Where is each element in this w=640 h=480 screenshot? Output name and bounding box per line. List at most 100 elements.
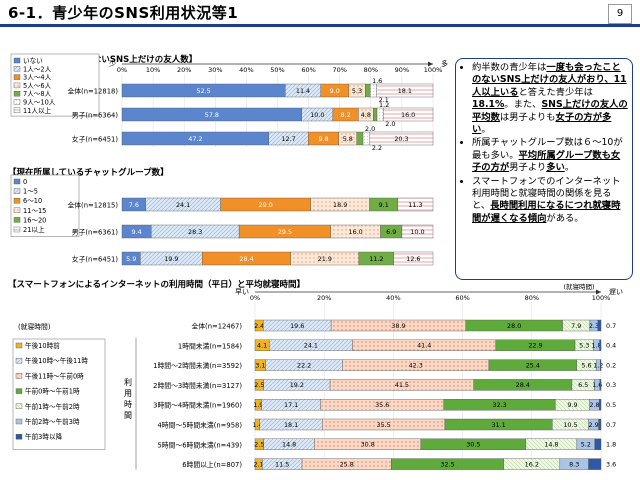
legend-swatch (15, 358, 23, 364)
emphasis-text: 平均所属グループ数も女子の方が (472, 149, 621, 174)
data-label: 0.5 (606, 401, 616, 409)
data-label: 2.1 (254, 460, 264, 468)
legend-swatch (15, 403, 23, 409)
data-label: 1.6 (372, 77, 382, 85)
data-label: 41.5 (395, 381, 409, 389)
group-label-char: 利 (124, 377, 132, 387)
data-label: 24.1 (176, 201, 190, 209)
data-label: 9.1 (379, 201, 389, 209)
data-label: 2.9 (588, 421, 598, 429)
data-label: 0.2 (606, 361, 616, 369)
bar-segment (594, 438, 602, 450)
legend-label: 21以上 (23, 225, 45, 234)
data-label: 20.3 (394, 135, 408, 143)
data-label: 11.4 (296, 87, 310, 95)
data-label: 31.1 (491, 421, 505, 429)
legend-swatch (15, 418, 23, 425)
data-label: 3.6 (606, 460, 616, 468)
summary-text: と答えた青少年は (518, 86, 593, 98)
legend-label: 1～5 (23, 188, 38, 196)
category-label: 6時間以上(n=807) (182, 460, 242, 469)
legend-swatch (13, 74, 21, 80)
bar-segment (599, 339, 602, 351)
legend-label: 午前3時以降 (25, 432, 63, 441)
legend-swatch (15, 373, 23, 379)
data-label: 16.0 (401, 111, 415, 119)
category-label: 男子(n=6361) (72, 229, 119, 237)
direction-label-mid: (就寝時間) (563, 282, 594, 291)
data-label: 42.3 (409, 361, 423, 369)
direction-label-start: 少 (109, 60, 116, 68)
data-label: 21.9 (318, 255, 332, 263)
data-label: 11.5 (275, 460, 289, 468)
data-label: 16.2 (525, 460, 539, 468)
data-label: 28.4 (239, 255, 253, 263)
slide-title: 6-1．青少年のSNS利用状況等1 (8, 4, 239, 22)
data-label: 12.6 (406, 255, 420, 263)
data-label: 30.5 (466, 441, 480, 449)
legend-label: 11～15 (23, 207, 46, 215)
category-label: 1時間未満(n=1584) (178, 341, 242, 350)
data-label: 8.2 (341, 111, 351, 119)
bar-segment (397, 197, 434, 212)
bar-segment (365, 83, 371, 98)
data-label: 0.7 (606, 421, 616, 429)
legend-label: 午前2時～午前3時 (25, 417, 80, 426)
data-label: 30.8 (361, 441, 375, 449)
legend-label: 6～10 (23, 197, 42, 205)
legend-box (10, 174, 80, 237)
legend-swatch (13, 217, 21, 223)
data-label: 28.3 (188, 228, 202, 236)
legend-swatch (13, 66, 21, 72)
page-number: 9 (608, 4, 632, 24)
bar-segment (597, 319, 602, 332)
direction-label-start: 早い (235, 288, 249, 296)
bar-segment (599, 379, 602, 391)
data-label: 14.8 (544, 441, 558, 449)
data-label: 10.0 (410, 228, 424, 236)
legend-title: (就寝時間) (18, 322, 51, 331)
data-label: 10.0 (310, 111, 324, 119)
data-label: 5.3 (352, 87, 362, 95)
data-label: 29.5 (278, 228, 292, 236)
category-label: 4時間～5時間未満(n=958) (157, 421, 242, 430)
data-label: 10.5 (563, 421, 577, 429)
category-label: 3時間～4時間未満(n=1960) (153, 401, 242, 410)
legend-label: 0 (23, 178, 27, 186)
bar-segment (599, 399, 602, 411)
data-label: 9.9 (567, 401, 577, 409)
summary-text: 。 (564, 162, 575, 174)
title-rule (0, 24, 640, 27)
data-label: 22.9 (528, 342, 542, 350)
x-tick-label: 40% (239, 66, 253, 74)
data-label: 22.2 (297, 361, 311, 369)
data-label: 35.5 (377, 421, 391, 429)
summary-box: 約半数の青少年は一度も会ったことのないSNS上だけの友人がおり、11人以上いると… (455, 58, 633, 280)
chart-title-sns-friends: 【一度も会ったことのないSNS上だけの友人数】 (8, 55, 198, 65)
category-label: 女子(n=6451) (72, 255, 119, 264)
data-label: 18.1 (398, 87, 412, 95)
bar-segment (369, 83, 377, 98)
data-label: 9.4 (132, 228, 142, 236)
data-label: 18.9 (333, 201, 347, 209)
chart-title-chat-groups: 【現在所属しているチャットグループ数】 (8, 168, 169, 178)
data-label: 2.0 (365, 125, 375, 133)
summary-text: 男子より (509, 162, 547, 174)
emphasis-text: 長時間利用になるにつれ就寝時間が遅くなる傾向 (472, 200, 621, 224)
data-label: 2.2 (372, 144, 382, 152)
summary-text: がある。 (546, 212, 584, 224)
category-label: 女子(n=6451) (72, 135, 119, 144)
data-label: 19.9 (164, 255, 178, 263)
data-label: 5.8 (343, 135, 353, 143)
emphasis-text: 多い (546, 162, 565, 174)
category-label: 1時間～2時間未満(n=3592) (153, 361, 242, 370)
chart-internet-bedtime: 0% 20% 40% 60% 80% 100% 早い (就寝時間) 遅い (就寝時間) 午後10時前… (12, 282, 623, 472)
bar-segment (588, 458, 602, 470)
x-tick-label: 50% (270, 66, 284, 74)
data-label: 32.3 (492, 401, 506, 409)
arrow-head (596, 289, 601, 295)
data-label: 8.3 (569, 460, 579, 468)
legend-label: 16～20 (23, 216, 46, 224)
legend-label: 午前1時～午前2時 (25, 402, 80, 411)
